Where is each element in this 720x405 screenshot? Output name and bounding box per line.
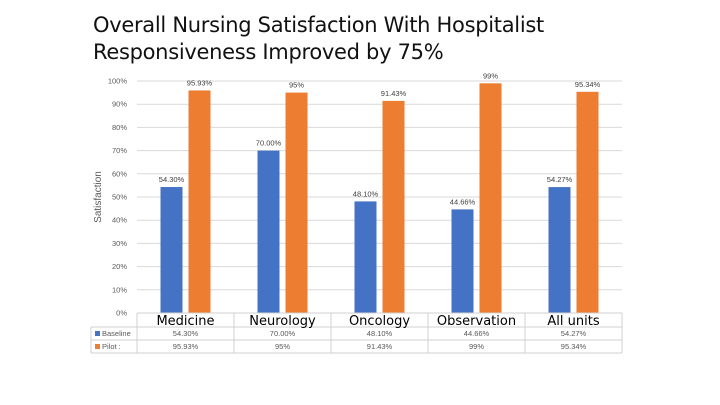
category-label: Observation (437, 314, 516, 329)
data-table: Medicine Neurology Oncology Observation All … (90, 312, 623, 354)
data-label: 54.27% (547, 175, 573, 184)
data-labels: 54.30% 95.93% 70.00% 95% 48.10% 91.43% 44.66% 9… (159, 71, 601, 206)
table-cell: 54.30% (173, 329, 199, 338)
y-tick-label: 50% (112, 193, 127, 202)
data-label: 70.00% (256, 139, 282, 148)
legend-label: Baseline (102, 329, 131, 338)
legend-key (95, 331, 100, 336)
bar-pilot-neurology (285, 92, 308, 313)
table-cell: 99% (469, 342, 484, 351)
category-label: Oncology (349, 314, 410, 329)
y-tick-label: 0% (116, 309, 127, 318)
data-label: 95.34% (575, 80, 601, 89)
y-tick-label: 20% (112, 262, 127, 271)
y-tick-label: 80% (112, 123, 127, 132)
y-axis-label: Satisfaction (93, 171, 104, 223)
gridlines (137, 80, 622, 314)
y-tick-label: 40% (112, 216, 127, 225)
table-cell: 70.00% (270, 329, 296, 338)
y-tick-label: 70% (112, 146, 127, 155)
data-label: 44.66% (450, 197, 476, 206)
table-cell: 95% (275, 342, 290, 351)
table-cell: 48.10% (367, 329, 393, 338)
category-label: Neurology (249, 314, 316, 329)
y-tick-label: 60% (112, 169, 127, 178)
bar-baseline-observation (451, 209, 474, 313)
table-cell: 44.66% (464, 329, 490, 338)
legend-label: Pilot : (102, 342, 121, 351)
bars (160, 83, 599, 313)
table-cell: 95.93% (173, 342, 199, 351)
chart-title: Overall Nursing Satisfaction With Hospit… (93, 12, 544, 66)
legend-key (95, 344, 100, 349)
category-label: All units (547, 314, 599, 329)
bar-baseline-all-units (548, 187, 571, 313)
bar-pilot-all-units (576, 91, 599, 313)
table-cell: 91.43% (367, 342, 393, 351)
table-cell: 95.34% (561, 342, 587, 351)
title-line-2: Responsiveness Improved by 75% (93, 40, 444, 64)
data-label: 99% (483, 71, 498, 80)
y-tick-label: 30% (112, 239, 127, 248)
data-label: 91.43% (381, 89, 407, 98)
category-label: Medicine (156, 314, 214, 329)
bar-pilot-medicine (188, 90, 211, 313)
bar-baseline-neurology (257, 150, 280, 313)
data-label: 54.30% (159, 175, 185, 184)
y-tick-label: 90% (112, 100, 127, 109)
title-line-1: Overall Nursing Satisfaction With Hospit… (93, 13, 544, 37)
y-axis-ticks: 0% 10% 20% 30% 40% 50% 60% 70% 80% 90% 100% (108, 77, 128, 318)
data-label: 95.93% (187, 78, 213, 87)
bar-baseline-oncology (354, 201, 377, 313)
data-label: 95% (289, 81, 304, 90)
table-cell: 54.27% (561, 329, 587, 338)
y-tick-label: 10% (112, 285, 127, 294)
bar-pilot-observation (479, 83, 502, 313)
data-label: 48.10% (353, 189, 379, 198)
bar-baseline-medicine (160, 187, 183, 313)
y-tick-label: 100% (108, 77, 128, 86)
bar-pilot-oncology (382, 100, 405, 313)
